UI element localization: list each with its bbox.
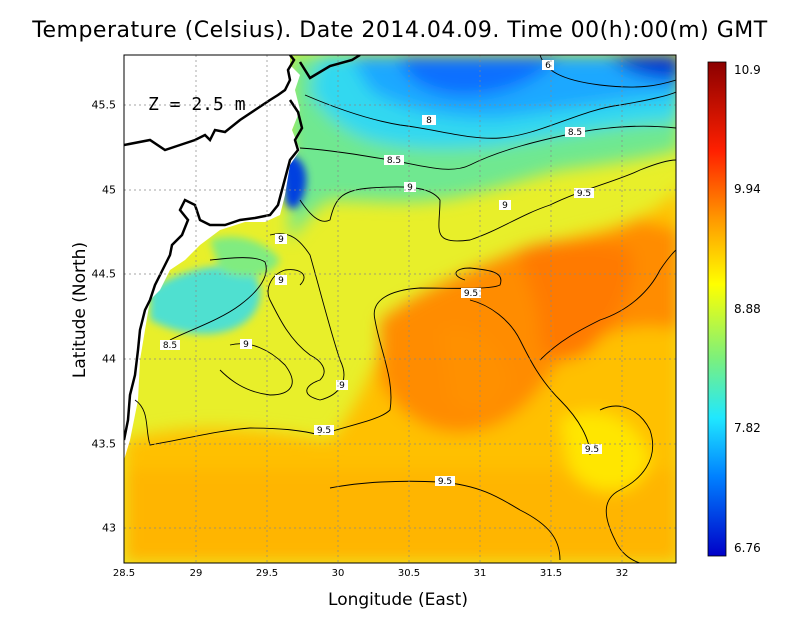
contour-label: 8 [426,116,432,126]
y-tick: 45.5 [91,98,117,112]
x-tick: 32 [615,568,629,579]
coastline [124,55,361,441]
contour-label: 9 [243,340,249,350]
contour-label: 8.5 [163,341,177,351]
contour-label: 9.5 [317,426,331,436]
x-tick: 30.5 [397,568,421,579]
plot-frame [123,54,677,564]
contour-lines [134,55,676,563]
land-mass [124,55,300,460]
contour-label: 9.5 [577,189,591,199]
x-tick: 29.5 [255,568,279,579]
depth-label: Z = 2.5 m [148,94,246,115]
x-tick: 31.5 [539,568,563,579]
contour-label: 9 [278,235,284,245]
temperature-field: 6 8 8.5 8.5 9 9 9.5 9 9 8.5 9 9 9.5 9.5 … [124,55,676,563]
colorbar-tick: 7.82 [734,421,761,435]
y-tick: 43 [102,521,116,535]
contour-label: 9.5 [585,445,599,455]
contour-label: 9 [339,381,345,391]
grid-lines [124,55,676,563]
colorbar-tick: 6.76 [734,541,761,555]
contour-label: 9.5 [438,477,452,487]
contour-label-group: 6 8 8.5 8.5 9 9 9.5 9 9 8.5 9 9 9.5 9.5 … [160,60,602,487]
chart-title: Temperature (Celsius). Date 2014.04.09. … [32,18,768,43]
contour-label: 8.5 [568,128,582,138]
colorbar-tick: 10.9 [734,63,761,77]
contour-label: 9.5 [464,289,478,299]
y-tick: 43.5 [91,437,117,451]
contour-label: 9 [502,201,508,211]
y-tick: 44.5 [91,267,117,281]
colorbar-tick: 9.94 [734,182,761,196]
x-tick: 31 [473,568,487,579]
x-tick: 28.5 [112,568,136,579]
y-tick: 45 [102,183,116,197]
colorbar [707,61,727,557]
y-tick: 44 [102,352,116,366]
colorbar-tick: 8.88 [734,302,761,316]
x-tick: 29 [189,568,203,579]
contour-label: 9 [278,276,284,286]
x-tick: 30 [331,568,345,579]
contour-label: 9 [407,183,413,193]
contour-label: 8.5 [387,156,401,166]
contour-label: 6 [545,61,551,71]
x-axis-label: Longitude (East) [328,590,468,610]
